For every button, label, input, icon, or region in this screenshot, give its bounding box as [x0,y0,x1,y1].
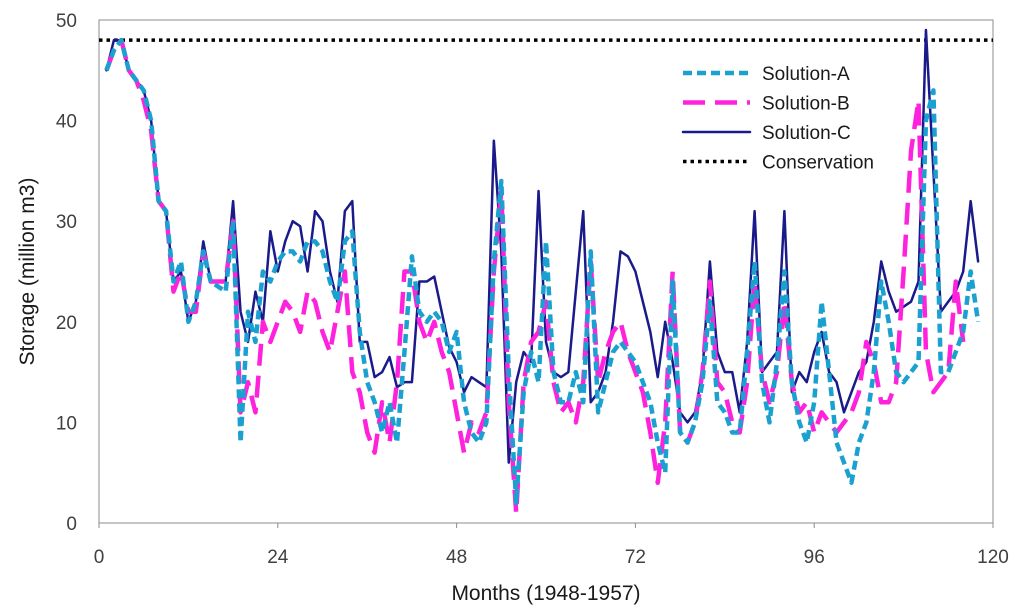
legend: Solution-A Solution-B Solution-C Conservati… [681,64,874,174]
x-axis-ticks: 0 24 48 72 96 120 [94,523,1009,568]
x-tick-label: 72 [625,547,646,568]
legend-label: Conservation [762,153,874,174]
legend-label: Solution-C [762,123,851,144]
series-layer [99,28,993,516]
legend-label: Solution-A [762,64,850,85]
y-tick-label: 0 [66,514,77,535]
x-tick-label: 120 [977,547,1009,568]
y-axis-ticks: 0 10 20 30 40 50 [56,11,77,535]
plot-border [98,19,994,524]
x-tick-label: 0 [94,547,105,568]
y-axis-title: Storage (million m3) [16,178,39,366]
y-tick-label: 10 [56,413,77,434]
x-tick-label: 48 [446,547,467,568]
series-line-solution-c [105,28,980,464]
x-tick-label: 96 [804,547,825,568]
y-tick-label: 50 [56,11,77,32]
y-tick-label: 20 [56,313,77,334]
plot-frame [98,19,994,524]
y-tick-label: 40 [56,112,77,133]
series-line-solution-a [104,37,981,506]
x-axis-title: Months (1948-1957) [451,582,640,605]
legend-label: Solution-B [762,94,850,115]
series-line-solution-b [104,37,966,516]
x-tick-label: 24 [267,547,289,568]
y-tick-label: 30 [56,212,77,233]
